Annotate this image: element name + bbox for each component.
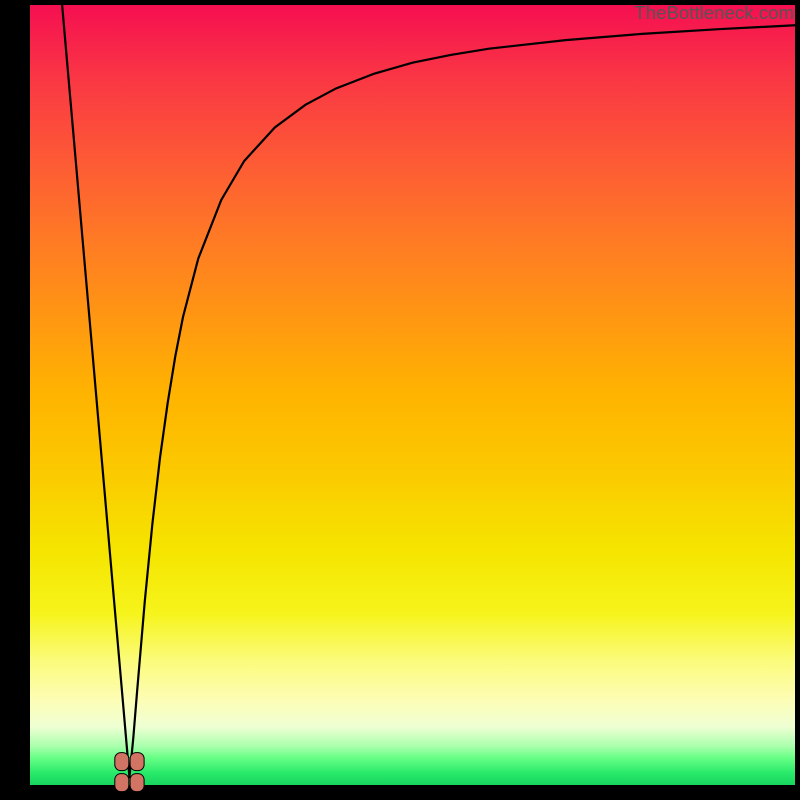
plot-area — [30, 5, 795, 785]
watermark-text: TheBottleneck.com — [634, 2, 794, 24]
data-marker — [115, 753, 129, 771]
chart-frame: TheBottleneck.com — [0, 0, 800, 800]
bottleneck-curve-right — [129, 25, 795, 777]
data-marker — [130, 774, 144, 792]
curve-layer — [30, 5, 795, 785]
data-marker — [115, 774, 129, 792]
data-marker — [130, 753, 144, 771]
bottleneck-curve-left — [62, 5, 129, 777]
